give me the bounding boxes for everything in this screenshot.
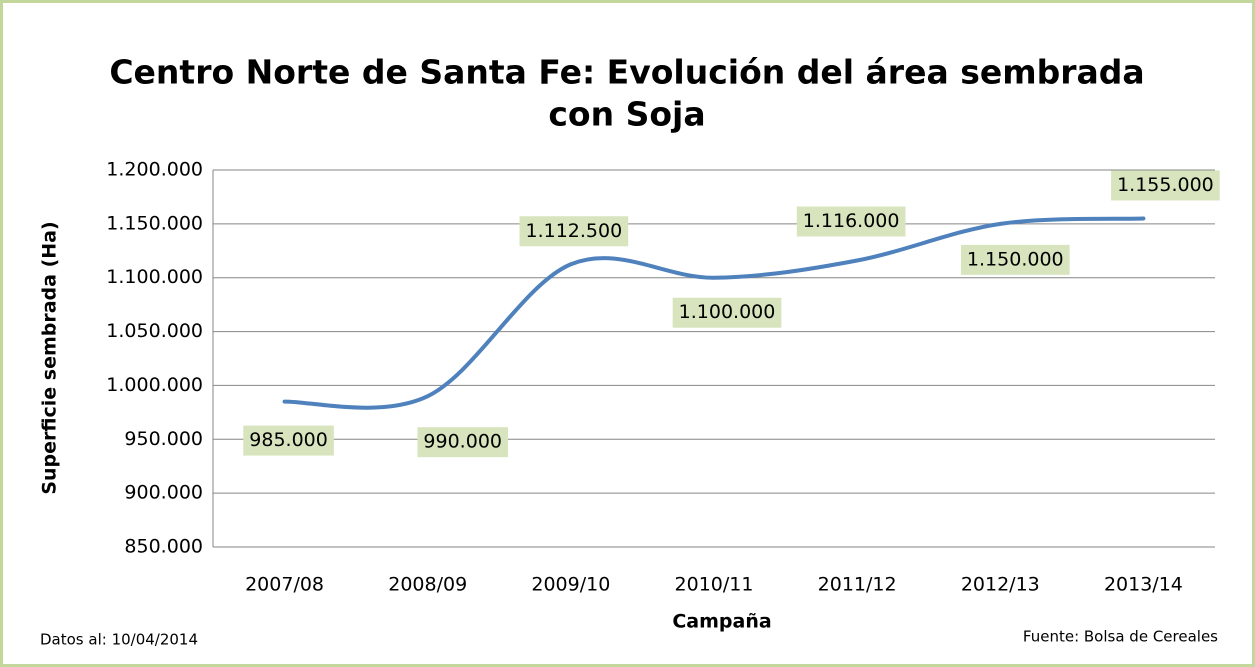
data-label-box bbox=[672, 297, 782, 328]
y-tick-label: 950.000 bbox=[124, 428, 203, 450]
x-tick-label: 2008/09 bbox=[388, 574, 467, 596]
data-label-box bbox=[796, 206, 906, 237]
data-label: 985.000 bbox=[249, 429, 328, 451]
y-tick-label: 1.050.000 bbox=[106, 320, 203, 342]
data-label: 990.000 bbox=[423, 431, 502, 453]
y-tick-label: 1.150.000 bbox=[106, 212, 203, 234]
x-tick-label: 2011/12 bbox=[818, 574, 897, 596]
y-tick-label: 1.100.000 bbox=[106, 266, 203, 288]
y-tick-label: 900.000 bbox=[124, 482, 203, 504]
footnote: Datos al: 10/04/2014 bbox=[40, 631, 198, 649]
footnote: Fuente: Bolsa de Cereales bbox=[1023, 628, 1218, 646]
data-label-box bbox=[1111, 170, 1220, 201]
data-label: 1.150.000 bbox=[967, 248, 1064, 270]
y-tick-label: 850.000 bbox=[124, 536, 203, 558]
data-label: 1.112.500 bbox=[526, 220, 623, 242]
data-label-box bbox=[519, 216, 629, 247]
chart-title: Centro Norte de Santa Fe: Evolución del … bbox=[109, 53, 1144, 92]
chart-title: con Soja bbox=[548, 95, 705, 134]
y-axis-title: Superficie sembrada (Ha) bbox=[39, 221, 61, 494]
data-label-box bbox=[243, 425, 334, 456]
line bbox=[282, 216, 1146, 410]
x-tick-label: 2009/10 bbox=[531, 574, 610, 596]
y-tick-label: 1.200.000 bbox=[106, 159, 203, 181]
x-tick-label: 2007/08 bbox=[245, 574, 324, 596]
x-tick-label: 2013/14 bbox=[1104, 574, 1183, 596]
x-tick-label: 2010/11 bbox=[675, 574, 754, 596]
data-label: 1.155.000 bbox=[1117, 174, 1214, 196]
data-label: 1.100.000 bbox=[679, 301, 776, 323]
data-label-box bbox=[417, 427, 509, 458]
y-tick-label: 1.000.000 bbox=[106, 374, 203, 396]
data-label: 1.116.000 bbox=[803, 210, 900, 232]
x-tick-label: 2012/13 bbox=[961, 574, 1040, 596]
data-label-box bbox=[960, 244, 1070, 275]
x-axis-title: Campaña bbox=[672, 611, 771, 633]
